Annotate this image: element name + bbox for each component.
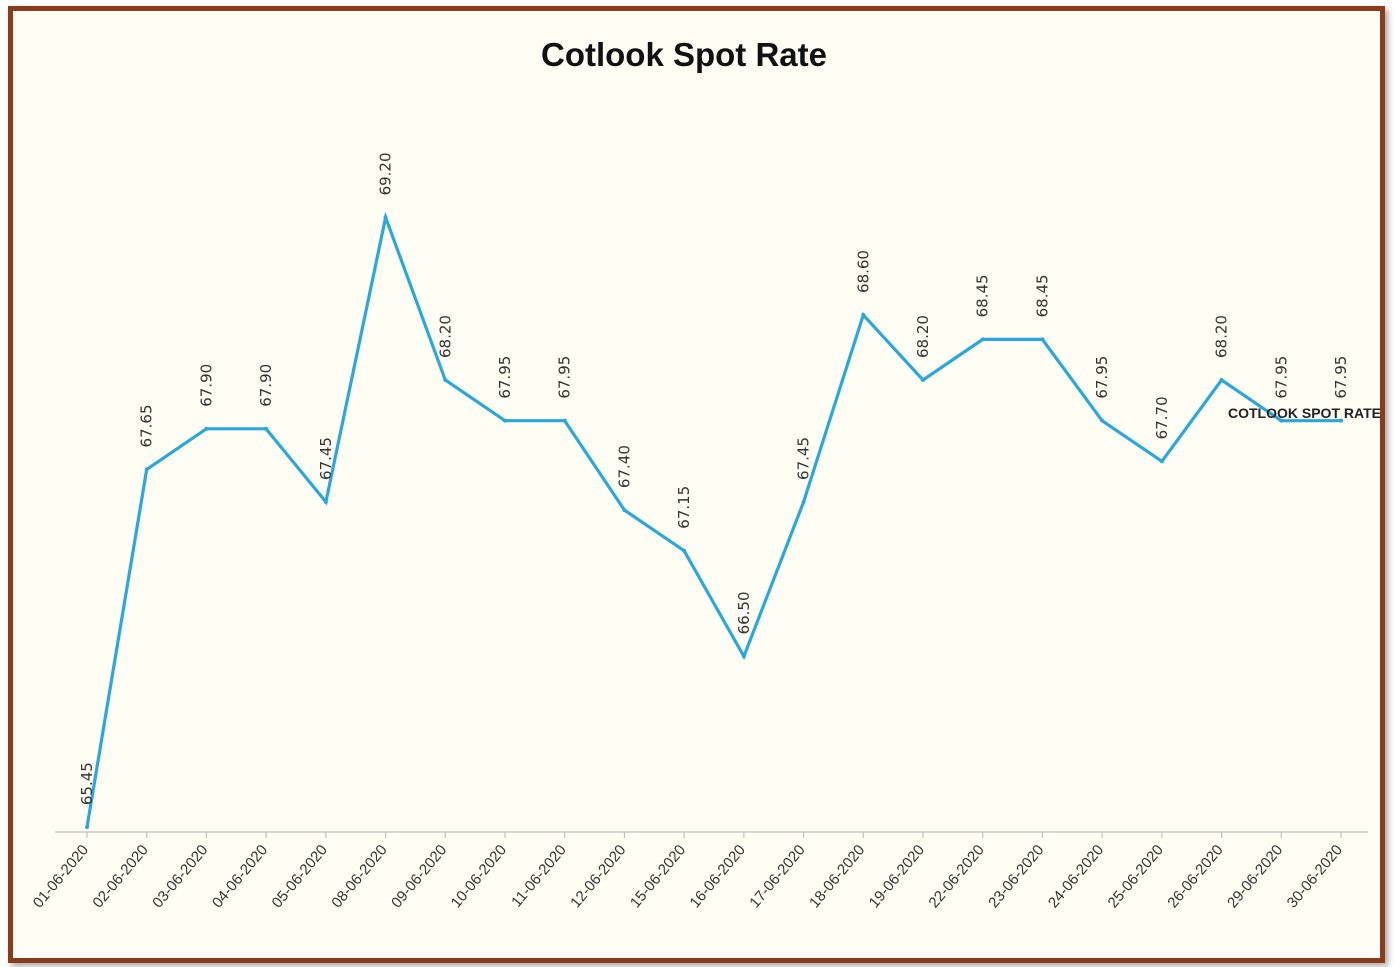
data-point bbox=[622, 508, 627, 513]
x-tick-label: 22-06-2020 bbox=[925, 842, 987, 912]
data-point bbox=[503, 418, 507, 423]
data-label: 67.15 bbox=[675, 486, 693, 529]
x-tick-label: 08-06-2020 bbox=[328, 842, 390, 912]
data-point bbox=[861, 312, 866, 317]
x-tick-label: 02-06-2020 bbox=[89, 842, 151, 912]
data-label: 66.50 bbox=[735, 591, 753, 634]
x-tick-label: 09-06-2020 bbox=[388, 842, 450, 912]
x-tick-label: 16-06-2020 bbox=[687, 842, 749, 912]
x-tick-label: 19-06-2020 bbox=[866, 842, 928, 912]
data-label: 67.95 bbox=[1093, 356, 1111, 399]
data-point bbox=[801, 499, 806, 504]
x-tick-label: 23-06-2020 bbox=[985, 842, 1047, 912]
x-tick-label: 10-06-2020 bbox=[448, 842, 510, 912]
data-label: 68.20 bbox=[436, 315, 454, 358]
x-tick-label: 03-06-2020 bbox=[149, 842, 211, 912]
data-point bbox=[85, 825, 89, 830]
data-point bbox=[741, 654, 746, 659]
data-point bbox=[1219, 378, 1224, 383]
x-tick-label: 12-06-2020 bbox=[567, 842, 629, 912]
data-label: 68.45 bbox=[974, 274, 992, 317]
data-label: 67.95 bbox=[1272, 356, 1290, 399]
data-point bbox=[1279, 418, 1284, 423]
data-label: 68.60 bbox=[854, 250, 872, 293]
x-tick-label: 17-06-2020 bbox=[746, 842, 808, 912]
x-axis: 01-06-202002-06-202003-06-202004-06-2020… bbox=[30, 831, 1368, 912]
data-point bbox=[144, 467, 149, 472]
data-label: 67.95 bbox=[556, 356, 574, 399]
data-label: 69.20 bbox=[377, 152, 395, 195]
x-tick-label: 29-06-2020 bbox=[1224, 842, 1286, 912]
series-line-layer bbox=[85, 211, 1343, 830]
data-point bbox=[1040, 337, 1045, 342]
chart-frame bbox=[8, 6, 1385, 963]
data-label: 67.95 bbox=[1332, 356, 1350, 399]
x-tick-label: 01-06-2020 bbox=[30, 842, 92, 912]
data-point bbox=[1339, 418, 1343, 423]
x-tick-label: 30-06-2020 bbox=[1284, 842, 1346, 912]
data-point bbox=[323, 499, 328, 504]
x-tick-label: 15-06-2020 bbox=[627, 842, 689, 912]
chart-title: Cotlook Spot Rate bbox=[541, 36, 827, 73]
data-point bbox=[921, 378, 925, 383]
data-label: 68.20 bbox=[914, 315, 932, 358]
data-point bbox=[1100, 418, 1105, 423]
data-label: 67.40 bbox=[615, 445, 633, 488]
data-label: 67.45 bbox=[795, 437, 813, 480]
series-line-cotlook-spot-rate bbox=[85, 211, 1341, 828]
data-label: 67.90 bbox=[197, 364, 215, 407]
data-label: 67.70 bbox=[1153, 396, 1171, 439]
data-label: 67.45 bbox=[317, 437, 335, 480]
x-tick-label: 05-06-2020 bbox=[269, 842, 331, 912]
data-point bbox=[1159, 459, 1164, 464]
x-tick-label: 24-06-2020 bbox=[1045, 842, 1107, 912]
data-label: 67.95 bbox=[496, 356, 514, 399]
series-label: COTLOOK SPOT RATE bbox=[1228, 405, 1381, 421]
x-tick-label: 18-06-2020 bbox=[806, 842, 868, 912]
x-tick-label: 11-06-2020 bbox=[508, 842, 570, 911]
data-label: 65.45 bbox=[78, 762, 96, 805]
x-tick-label: 25-06-2020 bbox=[1105, 842, 1167, 912]
data-point bbox=[443, 378, 448, 383]
data-point bbox=[204, 426, 209, 431]
data-point bbox=[980, 337, 985, 342]
data-label: 67.90 bbox=[257, 364, 275, 407]
x-tick-label: 04-06-2020 bbox=[209, 842, 271, 912]
data-label: 67.65 bbox=[138, 404, 156, 447]
data-label: 68.45 bbox=[1033, 274, 1051, 317]
data-point bbox=[682, 548, 687, 553]
data-point bbox=[383, 215, 388, 220]
data-label-layer: 65.45 67.65 67.90 67.90 67.45 69.20 68.20 67.95… bbox=[78, 152, 1350, 805]
data-label: 68.20 bbox=[1213, 315, 1231, 358]
x-tick-label: 26-06-2020 bbox=[1164, 842, 1226, 912]
data-point bbox=[562, 418, 567, 423]
data-point bbox=[264, 426, 269, 431]
